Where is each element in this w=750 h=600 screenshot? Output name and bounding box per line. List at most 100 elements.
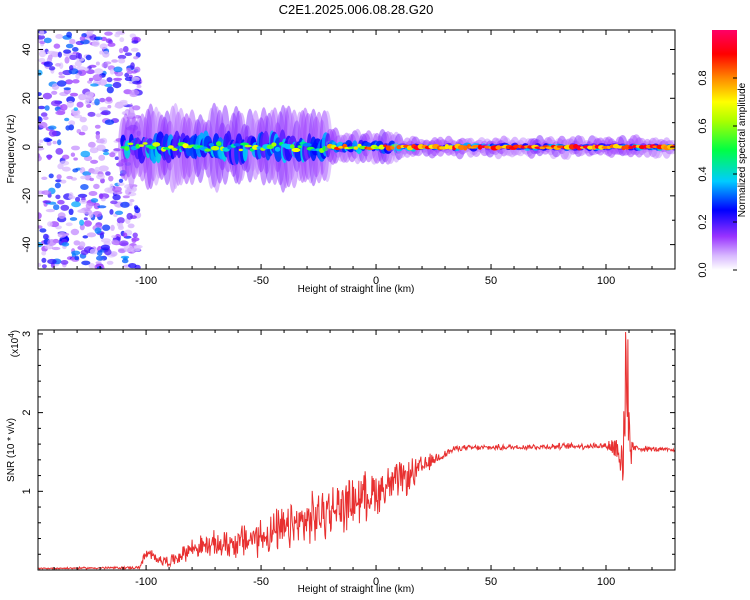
heatmap-noise-cell [114, 156, 119, 160]
spectrogram-ytick-label: 20 [21, 92, 33, 104]
heatmap-noise-cell [111, 59, 118, 63]
heatmap-noise-cell [87, 111, 96, 117]
heatmap-noise-cell [132, 105, 141, 111]
heatmap-noise-cell [111, 239, 119, 245]
heatmap-noise-cell [102, 50, 110, 58]
heatmap-noise-cell [112, 82, 122, 89]
heatmap-ridge-core [157, 145, 162, 151]
heatmap-noise-cell [123, 257, 128, 261]
heatmap-noise-cell [94, 227, 102, 234]
colorbar-tick-label: 0.4 [697, 166, 709, 181]
heatmap-noise-cell [68, 208, 74, 215]
heatmap-ridge-core [175, 146, 182, 149]
heatmap-ridge-core [587, 145, 594, 150]
heatmap-noise-cell [66, 100, 74, 108]
heatmap-noise-cell [45, 138, 53, 142]
spectrogram-ytick-label: -20 [21, 188, 33, 204]
heatmap-noise-cell [68, 120, 76, 126]
heatmap-ridge-core [210, 145, 220, 151]
spectrogram-xtick-label: 0 [373, 275, 379, 287]
heatmap-noise-cell [110, 251, 118, 257]
heatmap-noise-cell [74, 60, 82, 67]
heatmap-noise-cell [88, 191, 98, 196]
heatmap-noise-cell [76, 101, 84, 108]
heatmap-noise-cell [111, 235, 117, 239]
heatmap-noise-cell [131, 40, 139, 44]
heatmap-noise-cell [117, 54, 127, 60]
heatmap-noise-cell [79, 36, 86, 41]
spectrogram-xtick-label: 50 [485, 275, 497, 287]
heatmap-noise-cell [89, 248, 98, 255]
heatmap-noise-cell [61, 242, 70, 247]
heatmap-noise-cell [69, 54, 78, 60]
heatmap-noise-cell [69, 38, 76, 45]
heatmap-noise-cell [41, 264, 47, 269]
heatmap-noise-cell [108, 175, 114, 182]
spectrogram-ticks: -100 -50 0 50 100 -40 -20 0 20 40 [21, 30, 676, 287]
heatmap-ridge-core [152, 142, 161, 147]
spectrogram-panel: -100 -50 0 50 100 -40 -20 0 20 40 Height of strai… [6, 29, 676, 295]
heatmap-noise-cell [95, 61, 100, 66]
heatmap-noise-cell [38, 69, 43, 76]
heatmap-noise-cell [59, 160, 70, 166]
heatmap-noise-cell [83, 217, 88, 221]
heatmap-ridge-core [135, 143, 141, 149]
heatmap-noise-cell [92, 74, 103, 82]
heatmap-ridge-core [297, 145, 302, 149]
heatmap-noise-cell [38, 121, 48, 129]
heatmap-noise-cell [98, 98, 106, 103]
heatmap-noise-cell [41, 190, 52, 196]
heatmap-ridge-core [216, 141, 222, 147]
heatmap-noise-cell [88, 77, 94, 82]
heatmap-noise-cell [122, 232, 128, 238]
heatmap-noise-cell [96, 138, 105, 144]
heatmap-noise-cell [43, 61, 53, 67]
heatmap-noise-cell [44, 105, 50, 111]
heatmap-noise-cell [104, 119, 115, 125]
heatmap-noise-cell [126, 212, 133, 220]
heatmap-noise-cell [79, 219, 85, 226]
heatmap-noise-cell [94, 98, 100, 106]
heatmap-noise-cell [133, 245, 141, 252]
spectrogram-xlabel: Height of straight line (km) [298, 284, 415, 295]
heatmap-noise-cell [127, 223, 135, 229]
colorbar-label: Normalized spectral amplitude [737, 82, 748, 217]
heatmap-noise-cell [39, 30, 45, 36]
heatmap-noise-cell [39, 40, 46, 45]
heatmap-noise-cell [73, 157, 78, 161]
heatmap-noise-cell [80, 184, 89, 190]
heatmap-noise-cell [124, 76, 133, 82]
heatmap-noise-cell [113, 77, 123, 81]
heatmap-noise-cell [64, 56, 70, 64]
heatmap-noise-cell [95, 261, 102, 265]
heatmap-noise-cell [69, 92, 79, 97]
heatmap-noise-cell [53, 204, 60, 211]
snr-xtick-label: -50 [253, 576, 269, 588]
snr-xtick-label: 0 [373, 576, 379, 588]
heatmap-noise-cell [101, 62, 109, 68]
heatmap-ridge-core [291, 147, 301, 153]
colorbar-gradient [712, 30, 737, 270]
heatmap-noise-cell [82, 235, 89, 239]
heatmap-noise-cell [70, 152, 76, 157]
heatmap-noise-cell [88, 211, 94, 218]
heatmap-noise-cell [48, 66, 56, 71]
heatmap-noise-cell [72, 168, 79, 173]
heatmap-noise-cell [73, 240, 81, 246]
heatmap-ridge-core [628, 145, 634, 150]
heatmap-noise-cell [129, 89, 140, 96]
snr-xlabel: Height of straight line (km) [298, 584, 415, 595]
heatmap-noise-cell [102, 224, 111, 231]
heatmap-noise-cell [90, 198, 99, 203]
heatmap-noise-cell [86, 232, 97, 238]
heatmap-noise-cell [63, 49, 72, 54]
heatmap-noise-cell [57, 139, 62, 146]
heatmap-noise-cell [94, 124, 101, 129]
heatmap-noise-cell [71, 250, 81, 256]
heatmap-noise-cell [96, 250, 103, 256]
heatmap-noise-cell [109, 68, 115, 75]
heatmap-noise-cell [57, 199, 65, 205]
heatmap-noise-cell [106, 86, 114, 94]
heatmap-noise-cell [96, 266, 103, 269]
heatmap-noise-cell [100, 244, 110, 251]
